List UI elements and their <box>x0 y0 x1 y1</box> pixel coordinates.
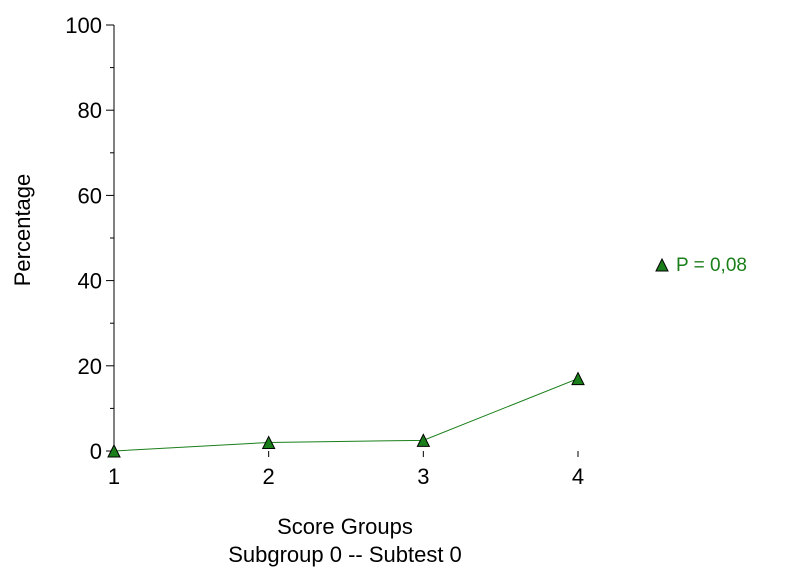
y-tick-label: 80 <box>78 98 102 123</box>
x-axis-label: Score Groups <box>277 514 413 539</box>
x-tick-label: 3 <box>417 464 429 489</box>
y-tick-label: 40 <box>78 269 102 294</box>
y-axis-label: Percentage <box>10 174 35 287</box>
legend: P = 0,08 <box>655 255 747 276</box>
y-tick-label: 60 <box>78 183 102 208</box>
data-point-triangle <box>107 443 121 458</box>
y-tick-label: 20 <box>78 354 102 379</box>
x-tick-label: 2 <box>263 464 275 489</box>
series-layer <box>107 371 585 458</box>
chart-subtitle: Subgroup 0 -- Subtest 0 <box>228 542 462 567</box>
y-tick-label: 100 <box>65 13 102 38</box>
legend-label: P = 0,08 <box>676 255 747 276</box>
series-line <box>113 378 579 452</box>
legend-marker-triangle-icon <box>655 257 669 272</box>
y-tick-label: 0 <box>90 439 102 464</box>
x-tick-label: 4 <box>572 464 584 489</box>
data-point-triangle <box>416 433 431 447</box>
data-point-triangle <box>261 435 276 449</box>
x-tick-label: 1 <box>108 464 120 489</box>
data-point-triangle <box>571 371 585 386</box>
